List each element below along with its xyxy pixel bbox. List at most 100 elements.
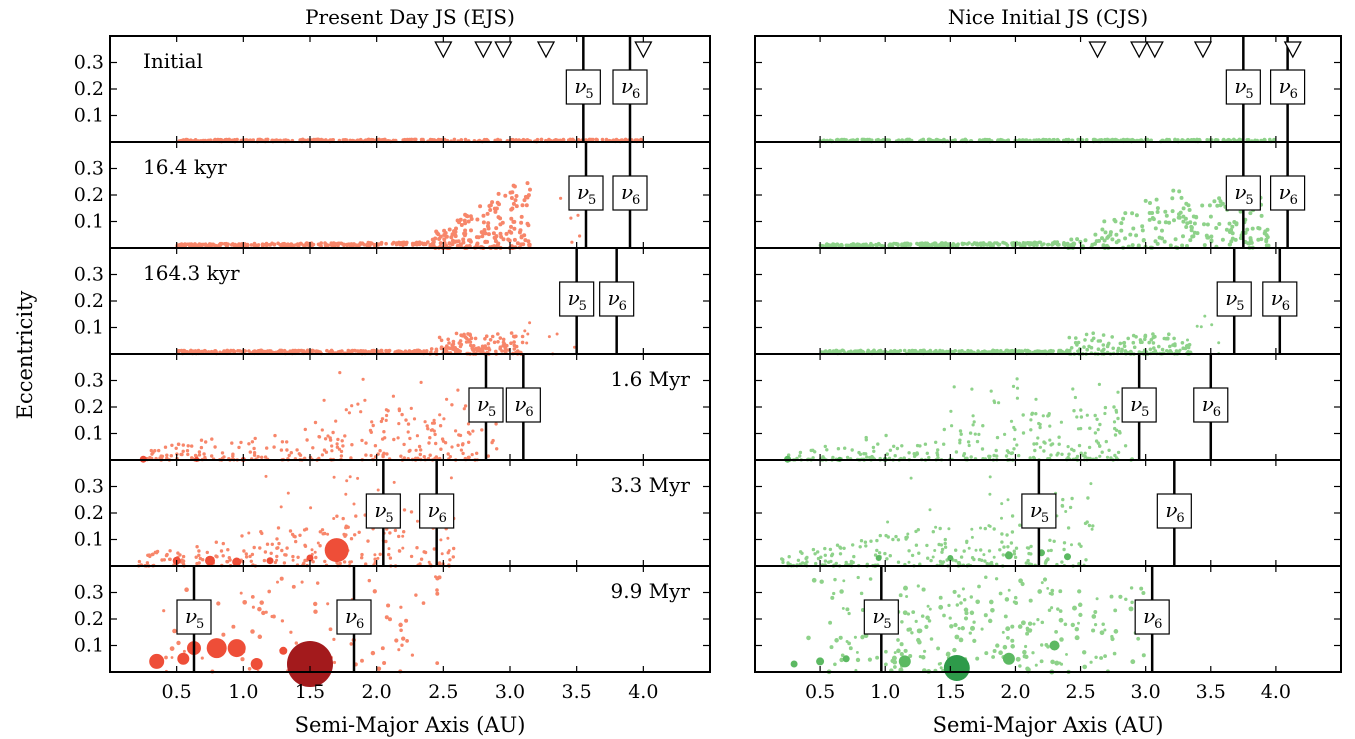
resonance-label-nu5: ν bbox=[1234, 74, 1246, 98]
particle bbox=[547, 335, 551, 339]
particle bbox=[836, 447, 841, 451]
particle bbox=[1173, 237, 1178, 242]
particle bbox=[414, 448, 418, 452]
particle bbox=[1046, 242, 1051, 247]
particle bbox=[285, 448, 289, 452]
particle bbox=[1208, 214, 1213, 219]
particle bbox=[1065, 241, 1070, 246]
particle bbox=[464, 336, 469, 341]
particle bbox=[272, 445, 276, 449]
particle bbox=[442, 417, 446, 421]
particle bbox=[481, 220, 486, 225]
particle bbox=[910, 631, 914, 635]
particle bbox=[384, 539, 388, 544]
particle bbox=[397, 422, 401, 426]
particle bbox=[368, 428, 373, 433]
particle bbox=[944, 349, 949, 354]
particle bbox=[410, 653, 415, 657]
particle bbox=[422, 550, 426, 554]
particle bbox=[322, 398, 326, 402]
particle bbox=[427, 441, 431, 445]
particle bbox=[406, 422, 411, 426]
resonance-label-box-nu6 bbox=[1270, 175, 1306, 211]
particle bbox=[958, 438, 962, 442]
particle bbox=[340, 349, 344, 353]
particle bbox=[298, 453, 303, 457]
particle bbox=[868, 577, 873, 581]
particle bbox=[349, 642, 354, 646]
particle bbox=[798, 450, 803, 455]
particle bbox=[428, 137, 433, 142]
particle bbox=[341, 516, 345, 521]
particle bbox=[1076, 427, 1081, 431]
particle bbox=[182, 649, 186, 653]
particle bbox=[1060, 452, 1064, 456]
particle bbox=[844, 243, 849, 248]
particle bbox=[968, 431, 973, 435]
particle bbox=[1034, 412, 1038, 416]
resonance-label-subscript-nu5: 5 bbox=[883, 617, 891, 632]
particle bbox=[321, 532, 325, 536]
particle bbox=[935, 453, 940, 457]
y-tick-label: 0.1 bbox=[74, 211, 104, 233]
particle bbox=[382, 430, 386, 434]
particle bbox=[1060, 350, 1064, 354]
particle bbox=[1110, 137, 1115, 142]
particle bbox=[1217, 341, 1221, 345]
particle bbox=[450, 403, 454, 407]
particle bbox=[494, 349, 498, 354]
particle bbox=[873, 553, 878, 557]
particle bbox=[509, 207, 514, 212]
particle bbox=[245, 243, 250, 248]
particle bbox=[426, 240, 430, 244]
resonance-label-subscript-nu5: 5 bbox=[1245, 193, 1253, 208]
particle bbox=[967, 546, 971, 550]
particle bbox=[1050, 606, 1054, 610]
particle bbox=[980, 447, 985, 451]
resonance-label-subscript-nu5: 5 bbox=[579, 299, 587, 314]
particle bbox=[441, 439, 445, 443]
particle bbox=[949, 624, 954, 629]
y-tick-label: 0.2 bbox=[74, 184, 104, 206]
particle bbox=[457, 341, 462, 345]
particle bbox=[222, 349, 226, 353]
particle bbox=[418, 452, 422, 457]
particle bbox=[1023, 348, 1027, 353]
particle bbox=[904, 537, 908, 541]
particle bbox=[872, 349, 876, 353]
particle bbox=[422, 455, 426, 459]
particle bbox=[1070, 543, 1073, 547]
particle bbox=[1006, 498, 1010, 502]
resonance-label-box-nu6 bbox=[612, 69, 648, 105]
particle bbox=[1109, 594, 1114, 599]
panel-2-1: ν5 ν6 bbox=[754, 35, 1342, 144]
resonance-label-subscript-nu6: 6 bbox=[1290, 87, 1298, 102]
particle bbox=[462, 218, 467, 223]
particle bbox=[387, 547, 391, 551]
particle bbox=[225, 560, 230, 564]
particle bbox=[953, 622, 958, 628]
particle bbox=[934, 525, 938, 529]
particle bbox=[506, 237, 511, 242]
particle bbox=[332, 660, 337, 665]
particle bbox=[842, 546, 846, 550]
particle bbox=[1015, 443, 1019, 447]
particle bbox=[252, 545, 256, 550]
particle bbox=[197, 453, 202, 457]
particle bbox=[1052, 539, 1056, 543]
particle bbox=[382, 137, 386, 142]
particle bbox=[396, 436, 400, 440]
particle bbox=[1217, 196, 1222, 201]
particle bbox=[439, 447, 443, 451]
particle bbox=[483, 240, 488, 244]
y-tick-label: 0.2 bbox=[74, 396, 104, 418]
particle bbox=[1043, 561, 1048, 565]
particle bbox=[377, 242, 382, 246]
resonance-label-box-nu6 bbox=[1156, 493, 1192, 529]
particle bbox=[162, 558, 166, 562]
particle bbox=[877, 551, 882, 555]
particle bbox=[1151, 332, 1155, 336]
particle bbox=[459, 448, 463, 452]
y-tick-label: 0.2 bbox=[74, 502, 104, 524]
particle bbox=[1176, 138, 1180, 142]
